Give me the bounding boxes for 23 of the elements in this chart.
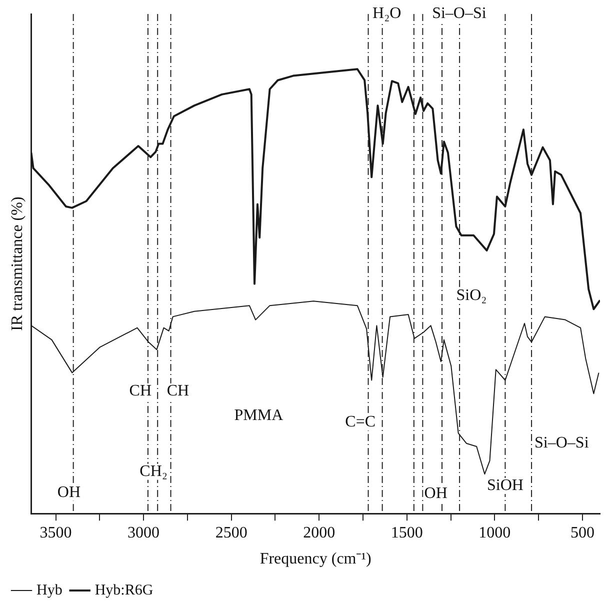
x-tick-label: 3500: [40, 524, 72, 542]
y-axis-title: IR transmittance (%): [8, 196, 26, 331]
annotation: CH: [129, 382, 152, 400]
legend-label: Hyb: [36, 582, 62, 598]
x-tick-label: 3000: [128, 524, 160, 542]
annotation: OH: [424, 484, 448, 502]
x-tick-label: 1000: [478, 524, 511, 542]
annotation: OH: [57, 484, 81, 501]
annotation: Si–O–Si: [432, 5, 487, 22]
annotation: SiO₂: [456, 287, 487, 304]
x-tick-label: 2000: [303, 524, 336, 542]
annotation: C=C: [345, 414, 376, 431]
annotation: H₂O: [372, 5, 402, 22]
annotation: PMMA: [234, 406, 284, 424]
annotation: CH₂: [140, 463, 168, 480]
annotation: SiOH: [486, 477, 524, 494]
x-tick-label: 2500: [215, 524, 248, 542]
x-tick-label: 1500: [390, 524, 423, 542]
annotation: Si–O–Si: [534, 434, 590, 452]
x-tick-label: 500: [570, 524, 594, 542]
annotation: CH: [166, 382, 190, 400]
x-axis-title: Frequency (cm⁻¹): [260, 550, 372, 568]
legend-label: Hyb:R6G: [94, 582, 154, 598]
